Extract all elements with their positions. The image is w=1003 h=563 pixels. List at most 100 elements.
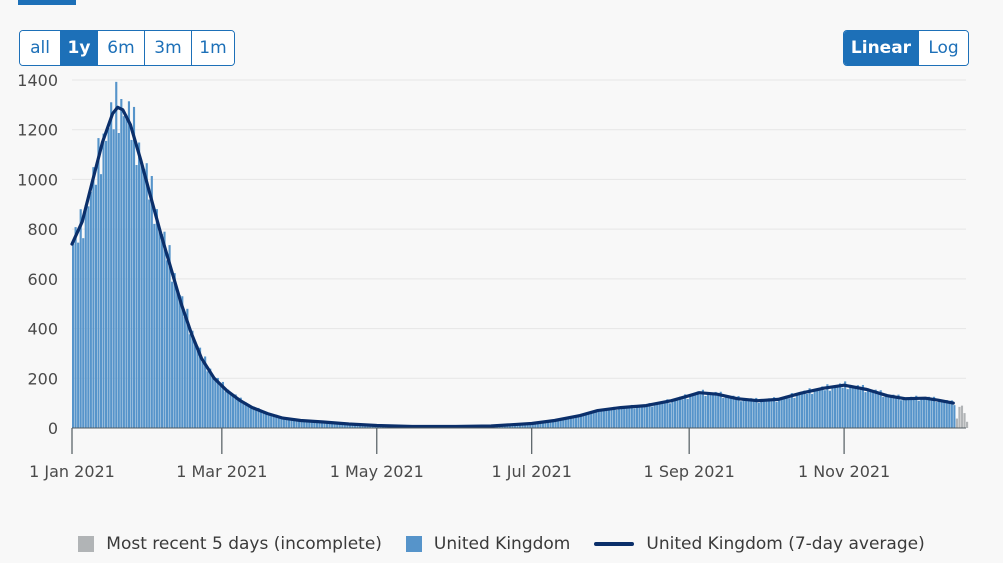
bar-united-kingdom [117, 133, 120, 428]
bar-united-kingdom [699, 394, 702, 428]
bar-united-kingdom [882, 396, 885, 428]
bar-united-kingdom [105, 140, 108, 429]
y-tick-label: 1000 [17, 170, 58, 189]
bar-united-kingdom [196, 345, 199, 428]
bar-united-kingdom [932, 396, 936, 428]
bar-united-kingdom [755, 397, 758, 428]
bar-united-kingdom [640, 406, 644, 428]
bar-united-kingdom [816, 390, 819, 428]
scale-button-linear[interactable]: Linear [844, 31, 918, 65]
range-button-1m[interactable]: 1m [191, 31, 234, 65]
bar-united-kingdom [323, 421, 326, 428]
bar-united-kingdom [635, 405, 638, 428]
bar-united-kingdom [620, 408, 623, 428]
bar-united-kingdom [734, 399, 738, 428]
bar-united-kingdom [112, 129, 115, 428]
bar-united-kingdom [651, 406, 654, 428]
bar-united-kingdom [612, 406, 616, 428]
bar-united-kingdom [673, 400, 677, 428]
legend-swatch-united-kingdom [405, 536, 422, 552]
x-tick-label: 1 Mar 2021 [176, 462, 267, 481]
bar-united-kingdom [854, 387, 857, 428]
bar-united-kingdom [712, 393, 715, 428]
bar-united-kingdom [143, 168, 146, 429]
bar-united-kingdom [780, 399, 783, 428]
legend-item-incomplete[interactable]: Most recent 5 days (incomplete) [78, 534, 382, 554]
bar-united-kingdom [869, 391, 872, 428]
bar-united-kingdom [224, 391, 227, 428]
bar-united-kingdom [270, 413, 273, 428]
y-tick-label: 600 [27, 270, 58, 289]
bar-united-kingdom [866, 388, 870, 428]
bar-united-kingdom [927, 396, 931, 428]
bar-united-kingdom [628, 408, 631, 428]
bar-united-kingdom [290, 419, 293, 428]
legend-label-average: United Kingdom (7-day average) [646, 534, 925, 554]
bar-united-kingdom [943, 401, 946, 428]
legend-item-united-kingdom[interactable]: United Kingdom [405, 534, 570, 554]
legend-item-average[interactable]: United Kingdom (7-day average) [594, 534, 925, 554]
bar-united-kingdom [648, 403, 651, 428]
bar-united-kingdom [546, 421, 550, 428]
range-button-3m[interactable]: 3m [144, 31, 191, 65]
scale-button-log[interactable]: Log [918, 31, 968, 65]
bar-united-kingdom [94, 184, 97, 428]
bar-united-kingdom [351, 424, 354, 428]
bar-united-kingdom [511, 424, 514, 428]
bar-united-kingdom [856, 385, 859, 428]
bar-united-kingdom [681, 399, 684, 428]
bar-united-kingdom [813, 389, 816, 428]
average-line [70, 105, 955, 429]
bar-united-kingdom [938, 399, 941, 428]
bar-united-kingdom [897, 394, 900, 428]
bar-united-kingdom [158, 228, 161, 428]
bar-united-kingdom [757, 402, 760, 428]
bar-united-kingdom [84, 205, 87, 428]
bar-united-kingdom [176, 289, 179, 428]
bar-united-kingdom [198, 347, 202, 428]
bar-united-kingdom [140, 164, 143, 428]
bar-united-kingdom [554, 420, 557, 428]
range-button-6m[interactable]: 6m [97, 31, 144, 65]
bar-united-kingdom [595, 409, 598, 428]
bar-united-kingdom [892, 394, 895, 428]
bar-united-kingdom [115, 81, 118, 429]
bar-united-kingdom [811, 393, 814, 428]
bar-united-kingdom [844, 381, 847, 428]
y-tick-label: 0 [48, 419, 58, 438]
bar-united-kingdom [219, 385, 222, 428]
bar-united-kingdom [874, 389, 877, 428]
bar-united-kingdom [894, 398, 898, 428]
bar-united-kingdom [872, 391, 875, 428]
bar-united-kingdom [696, 391, 699, 428]
legend-swatch-average [594, 542, 635, 546]
bar-united-kingdom [676, 399, 679, 428]
bar-united-kingdom [750, 398, 753, 428]
bar-united-kingdom [313, 421, 316, 428]
bar-united-kingdom [285, 418, 288, 428]
bar-united-kingdom [125, 114, 128, 429]
bar-united-kingdom [265, 412, 268, 428]
bar-united-kingdom [864, 392, 867, 428]
bar-united-kingdom [171, 281, 174, 428]
range-button-1y[interactable]: 1y [60, 31, 97, 65]
bar-united-kingdom [567, 418, 570, 428]
bar-united-kingdom [280, 416, 283, 428]
bar-united-kingdom [336, 423, 339, 428]
bar-united-kingdom [557, 420, 560, 428]
chart-plot: 0 200 400 600 800 1000 1200 1400 1 Jan 2021 1 Ma… [17, 71, 969, 481]
bar-united-kingdom [305, 420, 308, 428]
bar-united-kingdom [257, 407, 260, 428]
bar-united-kingdom [99, 174, 103, 428]
y-tick-label: 800 [27, 220, 58, 239]
bar-united-kingdom [534, 423, 537, 428]
bar-united-kingdom [519, 424, 522, 428]
bar-united-kingdom [249, 406, 252, 428]
range-button-all[interactable]: all [20, 31, 60, 65]
bar-united-kingdom [719, 391, 722, 428]
gridlines [72, 79, 966, 429]
y-axis-ticks: 0 200 400 600 800 1000 1200 1400 [17, 71, 58, 438]
bar-united-kingdom [706, 392, 710, 428]
bar-united-kingdom [275, 414, 278, 428]
bar-united-kingdom [186, 308, 189, 428]
